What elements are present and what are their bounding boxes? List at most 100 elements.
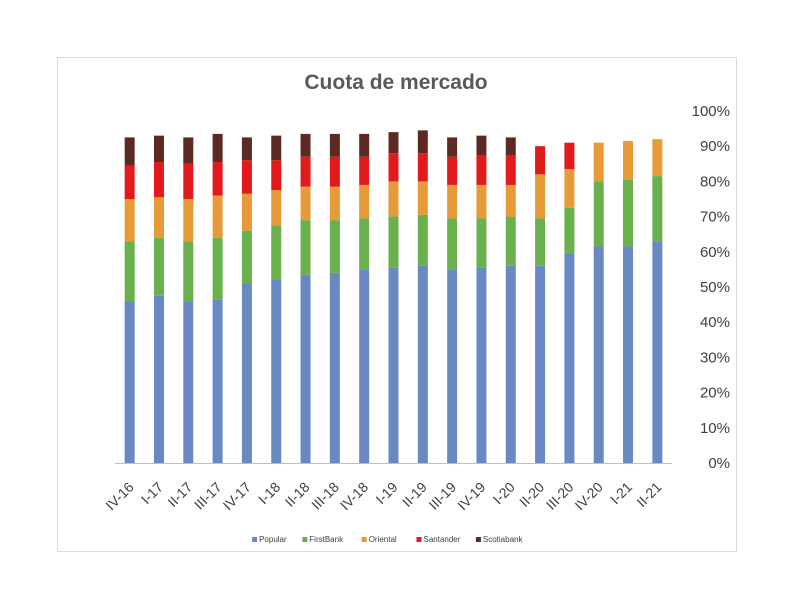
bar-segment-oriental-i-20 [505,184,516,217]
bar-segment-firstbank-i-20 [505,216,516,266]
bar-segment-popular-ii-21 [652,241,663,463]
bars-group [124,130,663,463]
x-tick-label: II-21 [633,479,664,510]
y-tick-label: 70% [700,209,730,226]
x-tick-label: II-18 [282,479,313,510]
bar-segment-oriental-iv-16 [124,199,135,242]
bar-segment-santander-ii-20 [535,146,546,175]
bar-segment-popular-iii-19 [447,269,458,463]
bar-segment-firstbank-ii-18 [300,220,311,275]
bar-segment-firstbank-i-21 [623,179,634,247]
bar-segment-santander-i-17 [153,162,164,198]
y-tick-label: 30% [700,349,730,366]
bar-segment-popular-ii-17 [183,301,194,463]
chart-title: Cuota de mercado [304,71,487,94]
bar-segment-firstbank-iii-19 [447,218,458,270]
x-tick-label: III-20 [543,479,577,513]
y-tick-label: 90% [700,138,730,155]
bar-segment-oriental-i-19 [388,181,399,217]
bar-segment-scotiabank-iii-19 [447,137,458,157]
bar-segment-oriental-ii-21 [652,139,663,177]
bar-segment-oriental-iv-17 [241,193,252,231]
bar-segment-scotiabank-iv-17 [241,137,252,161]
x-tick-label: II-19 [399,479,430,510]
bar-segment-santander-i-18 [271,160,282,191]
x-tick-label: II-17 [164,479,195,510]
bar-segment-popular-iv-19 [476,267,487,463]
x-tick-label: I-21 [607,479,636,508]
bar-segment-firstbank-iii-20 [564,207,575,254]
bar-segment-firstbank-iii-18 [329,220,340,273]
bar-segment-scotiabank-ii-19 [417,130,428,154]
bar-segment-popular-ii-20 [535,265,546,463]
bar-segment-oriental-ii-18 [300,186,311,221]
bar-segment-oriental-iv-19 [476,184,487,219]
bar-segment-oriental-i-18 [271,190,282,226]
bar-segment-firstbank-iv-17 [241,230,252,284]
bar-segment-scotiabank-i-19 [388,132,399,154]
bar-segment-oriental-ii-20 [535,174,546,219]
y-tick-labels: 0% 10% 20% 30% 40% 50% 60% 70% 80% 90% 100% [692,103,730,472]
x-tick-label: IV-17 [220,479,255,514]
bar-segment-santander-iv-16 [124,165,135,199]
bar-segment-scotiabank-iv-18 [359,133,370,157]
bar-segment-santander-i-20 [505,155,516,185]
bar-segment-oriental-iii-20 [564,169,575,208]
bar-segment-firstbank-iv-20 [593,181,604,247]
bar-segment-scotiabank-iv-19 [476,135,487,155]
bar-segment-santander-iii-20 [564,142,575,170]
bar-segment-scotiabank-ii-17 [183,137,194,164]
x-tick-label: IV-20 [571,479,606,514]
legend-swatch-scotiabank [475,537,481,542]
legend-label-oriental: Oriental [369,535,397,544]
x-tick-label: III-17 [191,479,225,513]
bar-segment-popular-iii-20 [564,253,575,463]
bar-segment-popular-ii-19 [417,265,428,463]
x-tick-label: I-20 [490,479,519,508]
bar-segment-popular-ii-18 [300,274,311,463]
y-tick-label: 80% [700,173,730,190]
bar-segment-santander-ii-17 [183,163,194,199]
legend-label-santander: Santander [424,535,461,544]
bar-segment-santander-i-19 [388,153,399,182]
bar-segment-santander-iii-19 [447,156,458,185]
legend-label-firstbank: FirstBank [309,535,344,544]
bar-segment-santander-iv-17 [241,160,252,194]
bar-segment-oriental-iv-18 [359,184,370,219]
bar-segment-popular-i-18 [271,279,282,463]
bar-segment-popular-iv-20 [593,246,604,463]
x-tick-label: I-17 [138,479,167,508]
legend-swatch-firstbank [302,537,308,542]
bar-segment-santander-iv-19 [476,155,487,185]
bar-segment-popular-iv-18 [359,269,370,463]
bar-segment-santander-iii-17 [212,162,223,196]
bar-segment-oriental-iii-17 [212,195,223,238]
bar-segment-scotiabank-i-20 [505,137,516,155]
y-tick-label: 100% [692,103,730,120]
bar-segment-firstbank-ii-20 [535,218,546,266]
bar-segment-popular-i-20 [505,265,516,463]
bar-segment-scotiabank-i-18 [271,135,282,161]
bar-segment-popular-i-19 [388,267,399,463]
legend-swatch-santander [416,537,422,542]
bar-segment-popular-iii-17 [212,299,223,463]
bar-segment-santander-iii-18 [329,156,340,187]
bar-segment-oriental-iv-20 [593,142,604,182]
x-tick-label: IV-16 [102,479,137,514]
bar-segment-oriental-iii-19 [447,184,458,219]
bar-segment-popular-i-17 [153,295,164,463]
legend-label-scotiabank: Scotiabank [483,535,524,544]
bar-segment-oriental-i-17 [153,197,164,238]
bar-segment-santander-iv-18 [359,156,370,185]
bar-segment-popular-iv-17 [241,283,252,463]
bar-segment-popular-iv-16 [124,301,135,463]
bar-segment-oriental-ii-19 [417,181,428,215]
x-tick-label: III-19 [425,479,459,513]
bar-segment-firstbank-iv-16 [124,241,135,302]
bar-segment-oriental-ii-17 [183,199,194,242]
bar-segment-firstbank-i-17 [153,237,164,296]
x-tick-label: III-18 [308,479,342,513]
bar-segment-santander-ii-18 [300,156,311,187]
bar-segment-popular-i-21 [623,246,634,463]
